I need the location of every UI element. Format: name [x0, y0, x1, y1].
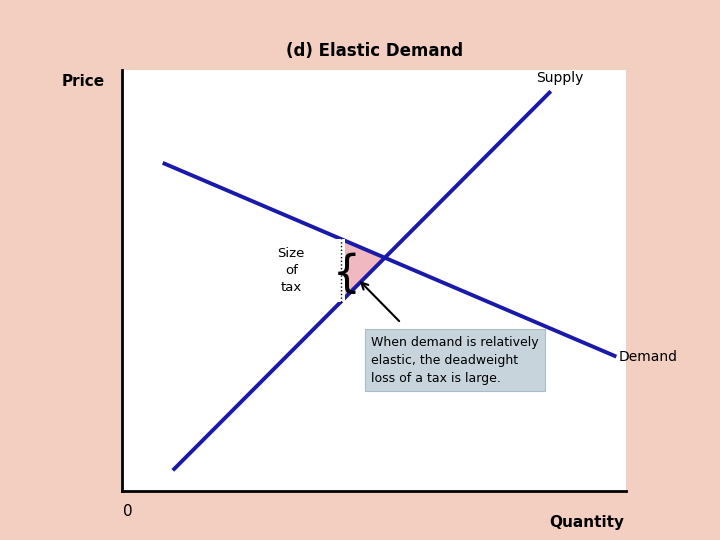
Text: When demand is relatively
elastic, the deadweight
loss of a tax is large.: When demand is relatively elastic, the d…: [371, 336, 539, 384]
Text: Price: Price: [62, 75, 105, 90]
Text: Demand: Demand: [619, 349, 678, 363]
Text: }: }: [323, 249, 351, 292]
Title: (d) Elastic Demand: (d) Elastic Demand: [286, 42, 463, 60]
Text: Supply: Supply: [536, 71, 583, 85]
Text: Size
of
tax: Size of tax: [277, 247, 305, 294]
Text: Quantity: Quantity: [549, 515, 624, 530]
Bar: [336, 239, 345, 302]
Polygon shape: [341, 239, 384, 302]
Text: 0: 0: [122, 504, 132, 519]
